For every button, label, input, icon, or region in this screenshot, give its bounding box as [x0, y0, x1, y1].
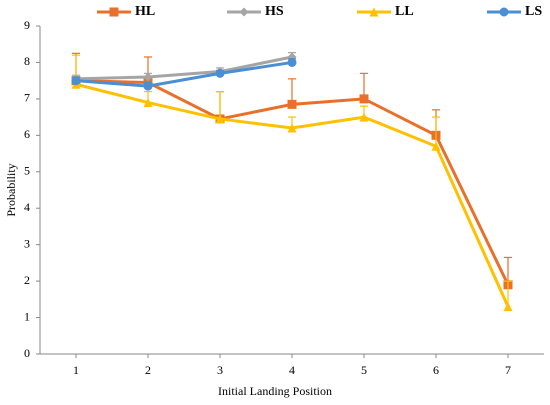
y-tick-label: 2	[24, 273, 30, 287]
marker	[143, 81, 153, 91]
x-tick-label: 3	[217, 363, 223, 377]
legend-label: HL	[135, 4, 155, 19]
legend-marker	[239, 7, 249, 17]
legend-label: LS	[525, 4, 542, 19]
y-axis-label: Probability	[4, 163, 18, 216]
marker	[287, 123, 297, 133]
marker	[143, 72, 153, 82]
x-tick-label: 4	[289, 363, 295, 377]
y-tick-label: 6	[24, 127, 30, 141]
marker	[431, 141, 441, 151]
y-tick-label: 9	[24, 18, 30, 32]
series-line	[75, 79, 510, 286]
marker	[359, 94, 369, 104]
marker	[359, 112, 369, 122]
legend-marker	[109, 7, 119, 17]
marker	[503, 302, 513, 312]
series-line	[75, 55, 293, 81]
x-tick-label: 1	[73, 363, 79, 377]
x-axis-label: Initial Landing Position	[218, 384, 332, 398]
x-tick-label: 5	[361, 363, 367, 377]
series-line	[75, 60, 293, 88]
marker	[215, 114, 225, 124]
marker	[71, 76, 81, 86]
marker	[287, 99, 297, 109]
y-tick-label: 0	[24, 346, 30, 360]
legend-marker	[369, 7, 379, 17]
y-tick-label: 4	[24, 200, 30, 214]
legend-label: HS	[265, 4, 284, 19]
y-tick-label: 1	[24, 309, 30, 323]
x-tick-label: 7	[505, 363, 511, 377]
legend-marker	[499, 7, 509, 17]
marker	[287, 57, 297, 67]
legend-label: LL	[395, 4, 414, 19]
x-tick-label: 2	[145, 363, 151, 377]
y-tick-label: 3	[24, 236, 30, 250]
marker	[215, 68, 225, 78]
y-tick-label: 8	[24, 54, 30, 68]
marker	[143, 98, 153, 108]
x-tick-label: 6	[433, 363, 439, 377]
y-tick-label: 5	[24, 164, 30, 178]
y-tick-label: 7	[24, 91, 30, 105]
